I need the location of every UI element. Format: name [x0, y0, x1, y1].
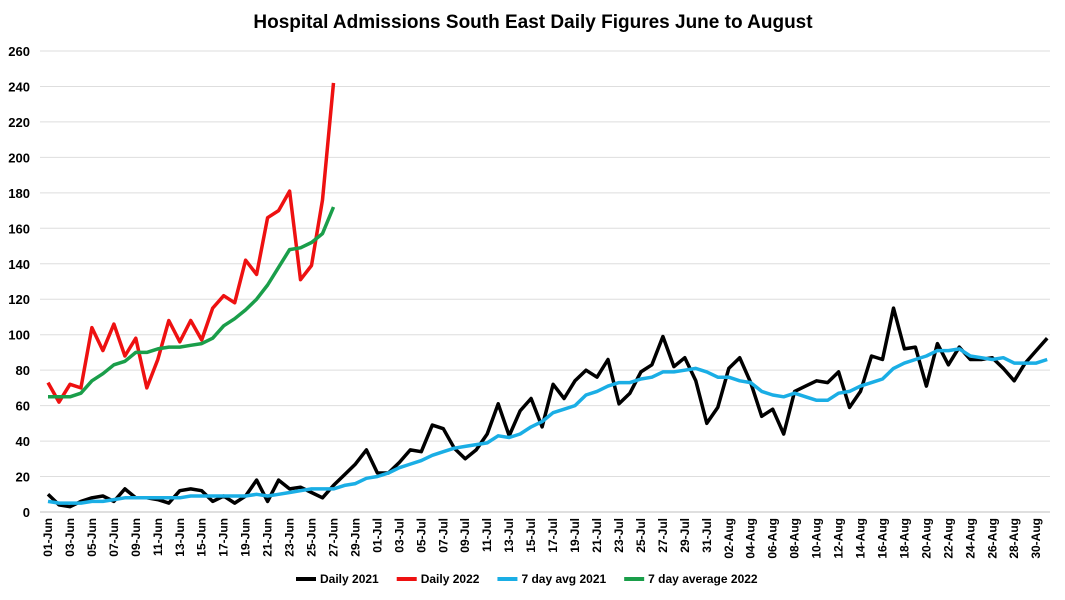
x-tick-label: 31-Jul: [700, 518, 714, 553]
x-tick-label: 14-Aug: [854, 518, 868, 559]
y-tick-label: 240: [8, 79, 30, 94]
x-tick-label: 06-Aug: [766, 518, 780, 559]
series-line-7-day-average-2022: [48, 206, 336, 399]
x-tick-label: 09-Jul: [458, 518, 472, 553]
x-tick-label: 03-Jul: [392, 518, 406, 553]
x-tick-label: 05-Jul: [414, 518, 428, 553]
x-tick-label: 13-Jul: [502, 518, 516, 553]
y-tick-label: 180: [8, 186, 30, 201]
x-tick-label: 15-Jul: [524, 518, 538, 553]
x-tick-label: 29-Jul: [678, 518, 692, 553]
y-tick-label: 120: [8, 292, 30, 307]
y-tick-label: 220: [8, 115, 30, 130]
y-tick-label: 200: [8, 150, 30, 165]
x-tick-label: 17-Jul: [546, 518, 560, 553]
x-tick-label: 20-Aug: [919, 518, 933, 559]
x-tick-label: 08-Aug: [788, 518, 802, 559]
x-tick-label: 15-Jun: [195, 518, 209, 557]
x-tick-label: 05-Jun: [85, 518, 99, 557]
y-tick-label: 0: [23, 505, 30, 520]
x-tick-label: 07-Jul: [436, 518, 450, 553]
legend-label: 7 day avg 2021: [521, 572, 606, 586]
x-tick-label: 21-Jun: [261, 518, 275, 557]
series-line-7-day-avg-2021: [47, 347, 1048, 505]
x-tick-label: 30-Aug: [1029, 518, 1043, 559]
y-tick-label: 20: [16, 470, 30, 485]
x-tick-label: 01-Jul: [370, 518, 384, 553]
legend-label: Daily 2021: [320, 572, 379, 586]
chart-title: Hospital Admissions South East Daily Fig…: [253, 12, 813, 33]
x-tick-label: 13-Jun: [173, 518, 187, 557]
x-tick-label: 24-Aug: [963, 518, 977, 559]
x-tick-label: 23-Jul: [612, 518, 626, 553]
x-tick-label: 12-Aug: [832, 518, 846, 559]
series-line-daily-2021: [46, 306, 1049, 509]
x-tick-label: 11-Jun: [151, 518, 165, 556]
x-tick-label: 28-Aug: [1007, 518, 1021, 559]
x-tick-label: 25-Jun: [305, 518, 319, 557]
y-tick-label: 80: [16, 363, 30, 378]
x-tick-label: 18-Aug: [897, 518, 911, 559]
y-tick-label: 40: [16, 434, 30, 449]
x-tick-label: 02-Aug: [722, 518, 736, 559]
x-tick-label: 25-Jul: [634, 518, 648, 553]
x-tick-label: 01-Jun: [41, 518, 55, 557]
y-tick-label: 140: [8, 257, 30, 272]
x-tick-label: 23-Jun: [283, 518, 297, 557]
x-tick-label: 04-Aug: [744, 518, 758, 559]
x-tick-label: 16-Aug: [875, 518, 889, 559]
y-tick-label: 260: [8, 44, 30, 59]
x-tick-label: 19-Jul: [568, 518, 582, 553]
x-tick-label: 03-Jun: [63, 518, 77, 557]
x-tick-label: 07-Jun: [107, 518, 121, 557]
y-tick-label: 160: [8, 221, 30, 236]
y-tick-label: 60: [16, 399, 30, 414]
legend-label: 7 day average 2022: [648, 572, 758, 586]
legend-label: Daily 2022: [421, 572, 480, 586]
x-tick-label: 21-Jul: [590, 518, 604, 553]
x-tick-label: 19-Jun: [239, 518, 253, 557]
x-tick-label: 26-Aug: [985, 518, 999, 559]
y-tick-label: 100: [8, 328, 30, 343]
series-line-daily-2022: [46, 82, 336, 404]
x-tick-label: 17-Jun: [217, 518, 231, 557]
x-tick-label: 09-Jun: [129, 518, 143, 557]
x-tick-label: 10-Aug: [810, 518, 824, 559]
x-tick-label: 29-Jun: [348, 518, 362, 557]
x-tick-label: 27-Jun: [326, 518, 340, 557]
x-tick-label: 27-Jul: [656, 518, 670, 553]
x-tick-label: 11-Jul: [480, 518, 494, 552]
x-tick-label: 22-Aug: [941, 518, 955, 559]
